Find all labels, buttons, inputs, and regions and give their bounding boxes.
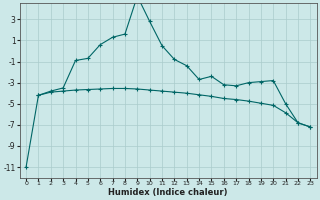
X-axis label: Humidex (Indice chaleur): Humidex (Indice chaleur) (108, 188, 228, 197)
